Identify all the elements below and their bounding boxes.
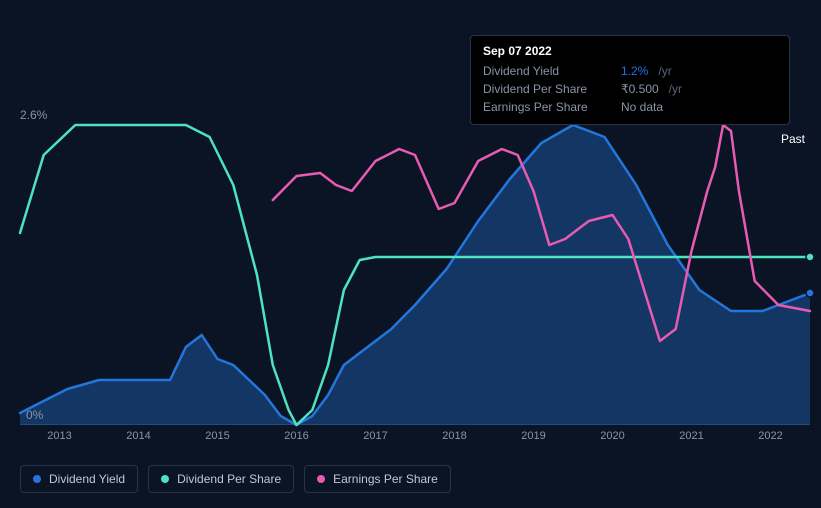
tooltip-row-label: Dividend Per Share xyxy=(483,82,613,96)
tooltip-row-unit: /yr xyxy=(658,64,671,78)
x-axis-tick: 2016 xyxy=(284,430,308,442)
x-axis-tick: 2013 xyxy=(47,430,71,442)
legend-dot-icon xyxy=(317,475,325,483)
chart-past-label: Past xyxy=(781,132,805,146)
chart-tooltip: Sep 07 2022 Dividend Yield1.2%/yrDividen… xyxy=(470,35,790,125)
x-axis-tick: 2019 xyxy=(521,430,545,442)
x-axis-tick: 2018 xyxy=(442,430,466,442)
tooltip-row: Dividend Yield 1.2% /yr xyxy=(483,62,777,80)
tooltip-row-label: Dividend Yield xyxy=(483,64,613,78)
tooltip-row-label: Earnings Per Share xyxy=(483,100,613,114)
tooltip-row-value: ₹0.500 xyxy=(621,82,659,96)
legend-item-dividend-yield[interactable]: Dividend Yield xyxy=(20,465,138,493)
legend-dot-icon xyxy=(33,475,41,483)
chart-legend: Dividend Yield Dividend Per Share Earnin… xyxy=(20,465,451,493)
tooltip-date: Sep 07 2022 xyxy=(483,44,777,58)
legend-label: Dividend Yield xyxy=(49,472,125,486)
x-axis-tick: 2022 xyxy=(758,430,782,442)
tooltip-row: Earnings Per Share No data xyxy=(483,98,777,116)
chart-svg xyxy=(20,125,810,425)
legend-item-dividend-per-share[interactable]: Dividend Per Share xyxy=(148,465,294,493)
x-axis-tick: 2014 xyxy=(126,430,150,442)
legend-label: Dividend Per Share xyxy=(177,472,281,486)
y-axis-top-label: 2.6% xyxy=(20,108,47,122)
legend-item-earnings-per-share[interactable]: Earnings Per Share xyxy=(304,465,451,493)
tooltip-row-value: 1.2% xyxy=(621,64,648,78)
chart-plot-area[interactable] xyxy=(20,125,810,425)
x-axis-tick: 2017 xyxy=(363,430,387,442)
legend-dot-icon xyxy=(161,475,169,483)
x-axis-tick: 2020 xyxy=(600,430,624,442)
tooltip-row-value: No data xyxy=(621,100,663,114)
x-axis-tick: 2021 xyxy=(679,430,703,442)
legend-label: Earnings Per Share xyxy=(333,472,438,486)
tooltip-row: Dividend Per Share ₹0.500/yr xyxy=(483,80,777,98)
x-axis-tick: 2015 xyxy=(205,430,229,442)
x-axis: 2013 2014 2015 2016 2017 2018 2019 2020 2021 2022 xyxy=(20,430,810,446)
y-axis-bottom-label: 0% xyxy=(26,408,43,422)
tooltip-row-unit: /yr xyxy=(669,82,682,96)
